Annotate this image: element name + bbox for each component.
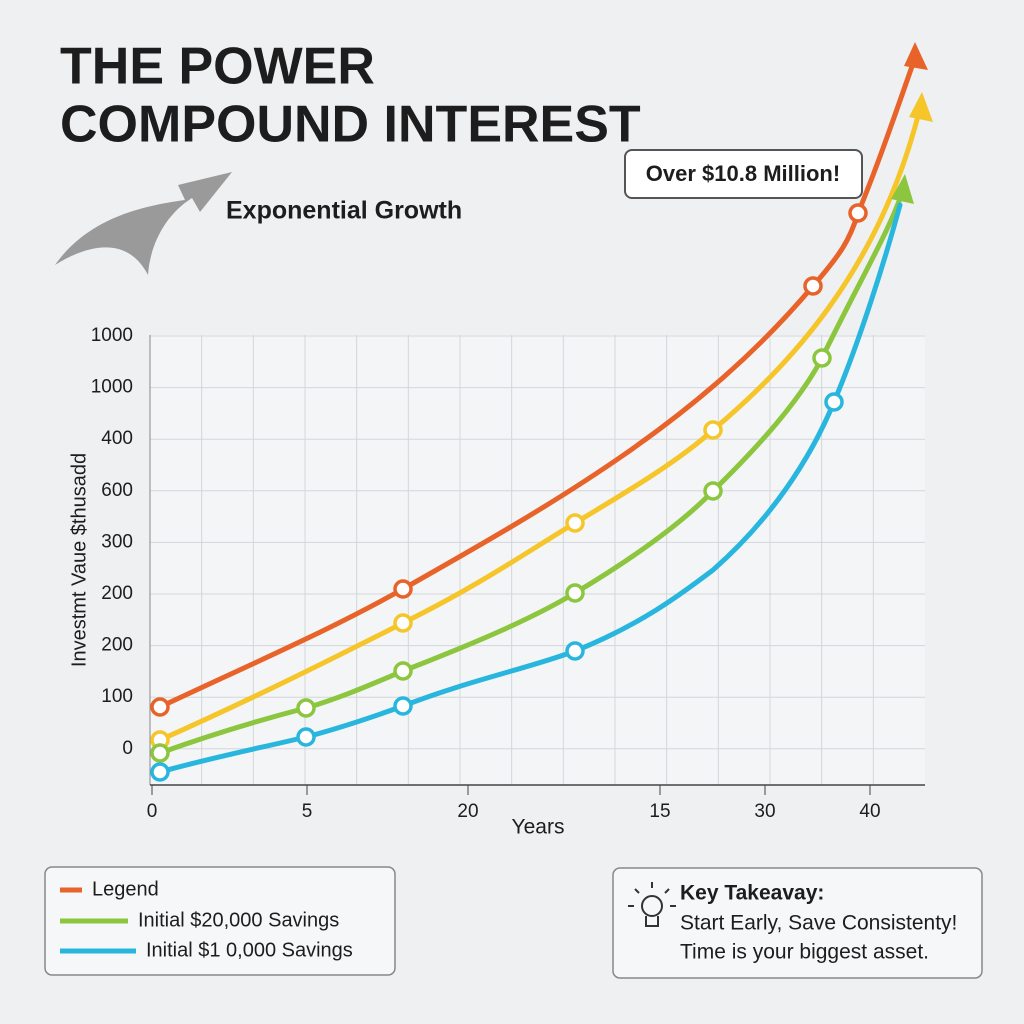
marker bbox=[812, 348, 832, 368]
arrow-head bbox=[909, 92, 933, 122]
y-tick-label: 200 bbox=[101, 583, 133, 604]
marker bbox=[393, 661, 413, 681]
marker bbox=[565, 513, 585, 533]
title-line: COMPOUND INTEREST bbox=[60, 96, 641, 154]
marker bbox=[565, 641, 585, 661]
title-line: THE POWER bbox=[60, 38, 375, 96]
x-tick-label: 30 bbox=[754, 801, 775, 822]
marker bbox=[296, 698, 316, 718]
marker bbox=[296, 727, 316, 747]
legend-label: Legend bbox=[92, 878, 159, 900]
callout-box bbox=[624, 149, 863, 199]
x-tick-label: 5 bbox=[302, 801, 313, 822]
marker bbox=[150, 697, 170, 717]
y-tick-label: 400 bbox=[101, 428, 133, 449]
marker bbox=[824, 392, 844, 412]
marker bbox=[393, 613, 413, 633]
x-axis-label: Years bbox=[512, 816, 565, 839]
x-tick-labels: 0 5 20 15 30 40 bbox=[147, 785, 881, 822]
markers bbox=[150, 203, 868, 782]
marker bbox=[565, 583, 585, 603]
bulb-icon bbox=[628, 882, 676, 927]
marker bbox=[150, 762, 170, 782]
legend-box bbox=[44, 866, 396, 976]
legend-label: Initial $20,000 Savings bbox=[138, 909, 339, 931]
marker bbox=[393, 579, 413, 599]
arrow-head bbox=[891, 174, 914, 204]
growth-arrow-icon bbox=[55, 172, 232, 275]
y-tick-label: 600 bbox=[101, 480, 133, 501]
arrow-head bbox=[904, 42, 928, 70]
y-tick-label: 1000 bbox=[91, 377, 133, 398]
y-tick-label: 100 bbox=[101, 686, 133, 707]
y-tick-label: 1000 bbox=[91, 325, 133, 346]
y-tick-label: 0 bbox=[122, 738, 133, 759]
x-tick-label: 15 bbox=[649, 801, 670, 822]
takeaway-title: Key Takeavay: bbox=[680, 882, 824, 905]
marker bbox=[393, 696, 413, 716]
orange-curve bbox=[157, 55, 918, 710]
marker bbox=[703, 481, 723, 501]
y-tick-label: 300 bbox=[101, 531, 133, 552]
marker bbox=[150, 743, 170, 763]
x-tick-label: 40 bbox=[859, 801, 880, 822]
x-tick-label: 20 bbox=[457, 801, 478, 822]
marker bbox=[803, 276, 823, 296]
y-axis-label: Investmt Vaue $thusadd bbox=[68, 453, 90, 667]
x-tick-label: 0 bbox=[147, 801, 158, 822]
y-tick-label: 200 bbox=[101, 635, 133, 656]
takeaway-line: Time is your biggest asset. bbox=[680, 941, 929, 964]
subtitle: Exponential Growth bbox=[226, 197, 462, 225]
takeaway-line: Start Early, Save Consistenty! bbox=[680, 912, 957, 935]
marker bbox=[848, 203, 868, 223]
plot-area bbox=[150, 335, 925, 785]
takeaway-box bbox=[612, 867, 983, 979]
marker bbox=[703, 420, 723, 440]
callout-text: Over $10.8 Million! bbox=[646, 161, 840, 186]
legend-label: Initial $1 0,000 Savings bbox=[146, 939, 353, 961]
